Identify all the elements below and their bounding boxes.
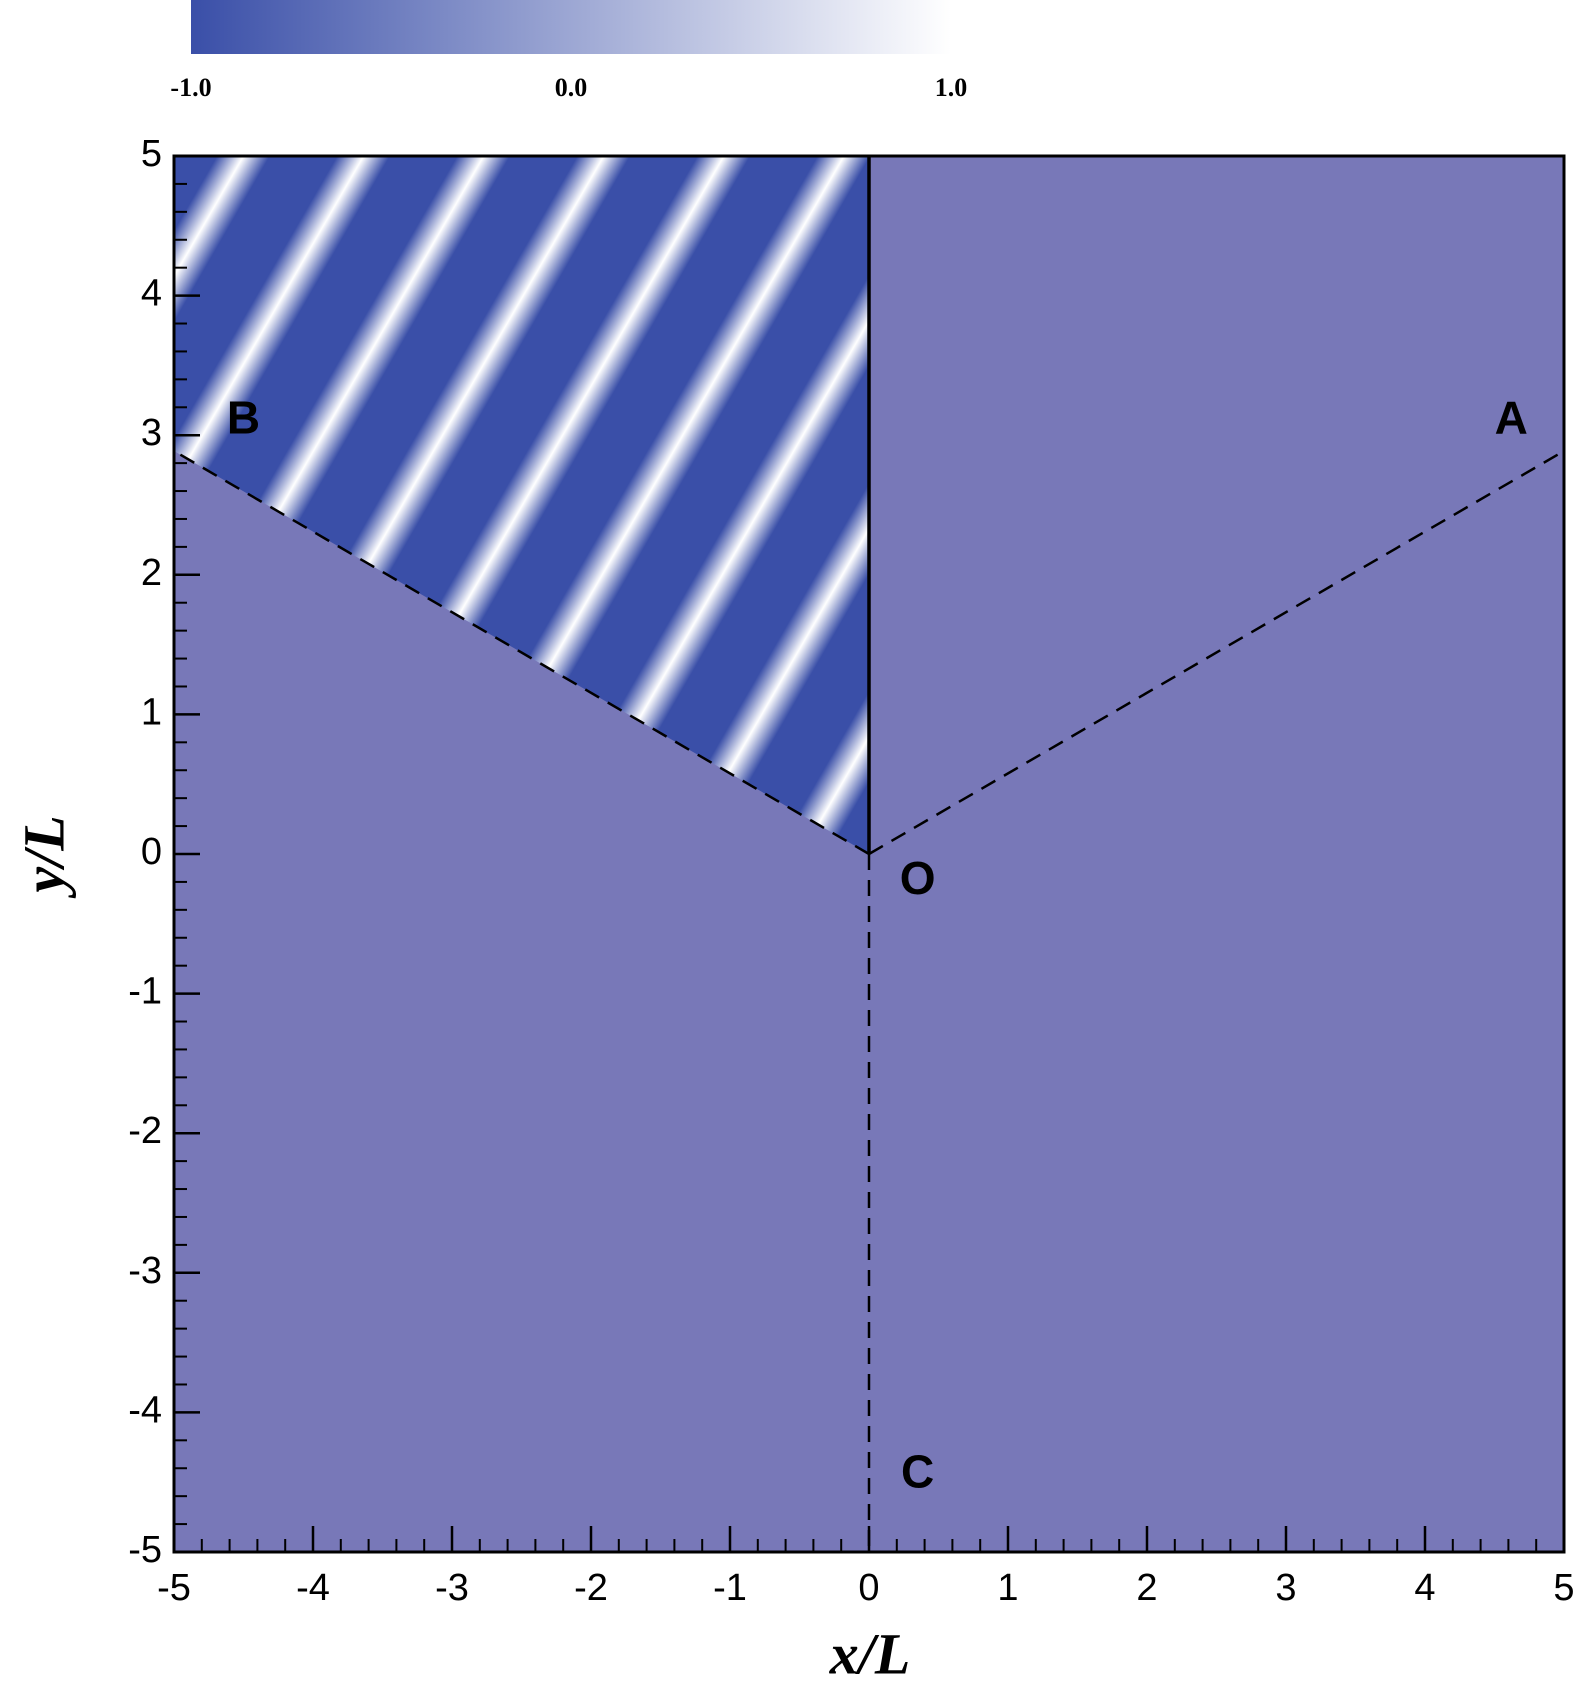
x-tick-label: -2 (574, 1567, 608, 1609)
y-tick-label: 0 (141, 831, 162, 873)
y-tick-label: -1 (128, 971, 162, 1013)
y-tick-label: 1 (141, 691, 162, 733)
x-tick-label: 0 (858, 1567, 879, 1609)
colorbar-tick-label: -1.0 (170, 73, 211, 102)
x-tick-label: 2 (1136, 1567, 1157, 1609)
y-tick-label: 5 (141, 133, 162, 175)
x-tick-label: -5 (157, 1567, 191, 1609)
point-label: A (1495, 391, 1528, 443)
y-tick-label: -5 (128, 1529, 162, 1571)
y-tick-label: 2 (141, 552, 162, 594)
y-tick-label: 3 (141, 412, 162, 454)
point-label: C (901, 1445, 934, 1497)
dashed-line-ob (173, 449, 870, 856)
y-tick-label: -4 (128, 1389, 162, 1431)
x-tick-label: -3 (435, 1567, 469, 1609)
point-label: B (227, 391, 260, 443)
y-tick-label: 4 (141, 273, 162, 315)
x-tick-label: -4 (296, 1567, 330, 1609)
x-tick-label: 3 (1275, 1567, 1296, 1609)
x-tick-label: -1 (713, 1567, 747, 1609)
y-tick-label: -2 (128, 1110, 162, 1152)
y-axis-title: y/L (11, 815, 76, 898)
x-tick-label: 1 (997, 1567, 1018, 1609)
dashed-line-oa (868, 449, 1565, 856)
colorbar-tick-label: 1.0 (935, 73, 968, 102)
colorbar (191, 0, 951, 54)
x-axis-title: x/L (829, 1621, 911, 1686)
y-tick-label: -3 (128, 1250, 162, 1292)
x-tick-label: 4 (1414, 1567, 1435, 1609)
colorbar-tick-label: 0.0 (555, 73, 588, 102)
x-tick-label: 5 (1553, 1567, 1574, 1609)
point-label: O (900, 852, 936, 904)
